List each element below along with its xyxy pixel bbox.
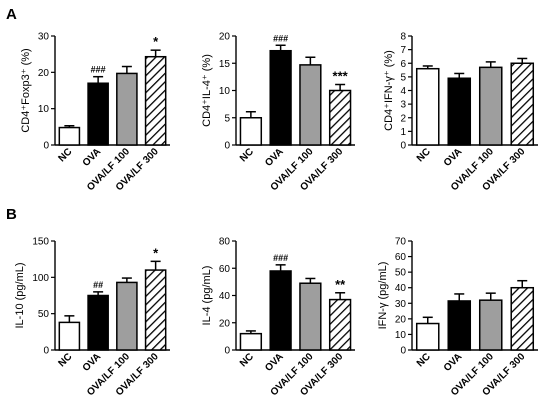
significance-label: ### (91, 65, 106, 75)
bar-ova-lf-100 (478, 66, 503, 146)
x-tick-label: OVA (442, 351, 465, 374)
bar-ova-lf-100 (478, 299, 503, 351)
y-tick-label: 0 (400, 141, 406, 152)
y-tick-label: 15 (219, 59, 231, 70)
x-tick-label: OVA (442, 146, 465, 169)
bar-ova (87, 294, 109, 351)
bar-ova (87, 82, 109, 146)
y-tick-label: 60 (395, 252, 407, 263)
y-tick-label: 8 (400, 32, 406, 43)
y-tick-label: 50 (395, 268, 407, 279)
y-tick-label: 10 (38, 104, 50, 115)
y-tick-label: 20 (219, 32, 231, 43)
bar-ova (269, 270, 292, 351)
y-tick-label: 0 (43, 141, 49, 152)
y-tick-label: 0 (224, 141, 230, 152)
y-tick-label: 60 (219, 264, 231, 275)
y-tick-label: 20 (219, 318, 231, 329)
y-tick-label: 2 (400, 113, 406, 124)
y-tick-label: 0 (224, 346, 230, 357)
y-axis-label: CD4⁺IFN-γ⁺ (%) (383, 50, 395, 131)
bar-ova-lf-100 (299, 282, 322, 351)
bar-nc (58, 126, 81, 146)
y-tick-label: 100 (32, 273, 49, 284)
y-axis-label: IFN-γ (pg/mL) (377, 262, 389, 330)
y-tick-label: 0 (400, 346, 406, 357)
y-tick-label: 40 (395, 283, 407, 294)
y-tick-label: 10 (219, 86, 231, 97)
bar-nc (415, 67, 440, 146)
significance-label: * (153, 245, 159, 260)
y-tick-label: 40 (219, 291, 231, 302)
y-axis-label: CD4⁺IL-4⁺ (%) (201, 54, 213, 127)
panel-label-b: B (6, 206, 17, 223)
bar-ova-lf-300 (328, 298, 352, 351)
bar-ova-lf-300 (510, 286, 535, 351)
significance-label: ### (273, 253, 288, 263)
bar-ova-lf-300 (328, 89, 352, 146)
y-tick-label: 4 (400, 86, 406, 97)
x-tick-label: OVA (81, 351, 104, 374)
bar-ova (447, 300, 472, 351)
x-tick-label: OVA (263, 146, 286, 169)
panel-label-a: A (6, 6, 17, 23)
x-tick-label: OVA (81, 146, 104, 169)
y-tick-label: 6 (400, 59, 406, 70)
y-axis-label: IL-10 (pg/mL) (14, 262, 26, 328)
y-tick-label: 50 (38, 309, 50, 320)
bar-nc (239, 117, 263, 146)
y-tick-label: 5 (224, 113, 230, 124)
y-axis-label: IL-4 (pg/mL) (201, 266, 213, 326)
bar-ova (447, 77, 472, 146)
y-tick-label: 80 (219, 237, 231, 248)
x-tick-label: NC (238, 351, 256, 369)
bar-ova-lf-100 (116, 281, 138, 351)
x-tick-label: OVA (263, 351, 286, 374)
bar-nc (415, 322, 440, 351)
y-tick-label: 3 (400, 100, 406, 111)
y-tick-label: 20 (38, 68, 50, 79)
x-tick-label: NC (56, 351, 74, 369)
y-tick-label: 7 (400, 45, 406, 56)
bar-nc (239, 332, 263, 351)
significance-label: *** (333, 69, 349, 84)
y-tick-label: 0 (43, 346, 49, 357)
x-tick-label: NC (56, 146, 74, 164)
y-tick-label: 20 (395, 314, 407, 325)
bar-ova-lf-100 (116, 72, 138, 146)
y-tick-label: 10 (395, 330, 407, 341)
bar-ova-lf-100 (299, 64, 322, 146)
y-tick-label: 70 (395, 237, 407, 248)
y-tick-label: 30 (395, 299, 407, 310)
y-axis-label: CD4⁺Foxp3⁺ (%) (20, 48, 32, 132)
x-tick-label: NC (238, 146, 256, 164)
significance-label: * (153, 34, 159, 49)
bar-ova (269, 49, 292, 146)
significance-label: ## (93, 280, 103, 290)
x-tick-label: NC (415, 146, 433, 164)
bar-ova-lf-300 (144, 269, 167, 351)
bar-nc (58, 321, 81, 351)
y-tick-label: 1 (400, 127, 406, 138)
y-tick-label: 30 (38, 32, 50, 43)
x-tick-label: NC (415, 351, 433, 369)
y-tick-label: 150 (32, 237, 49, 248)
y-tick-label: 5 (400, 72, 406, 83)
significance-label: ** (335, 277, 346, 292)
significance-label: ### (273, 33, 288, 43)
bar-ova-lf-300 (144, 55, 167, 146)
bar-ova-lf-300 (510, 62, 535, 146)
